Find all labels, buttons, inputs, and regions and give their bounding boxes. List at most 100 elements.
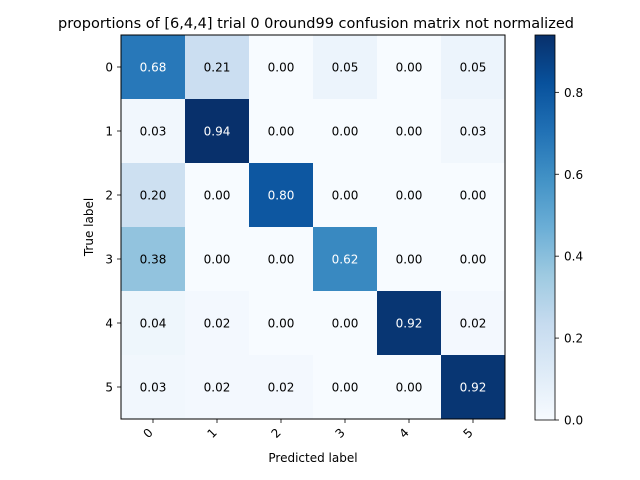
cell-value-label: 0.05 (332, 61, 359, 75)
y-tick-label: 5 (105, 381, 113, 395)
cell-value-label: 0.00 (396, 61, 423, 75)
x-tick-label: 4 (397, 426, 412, 441)
heatmap-cell (249, 163, 313, 227)
x-axis-ticks: 0 1 2 3 4 5 (141, 419, 476, 441)
heatmap-cell (249, 355, 313, 419)
y-axis-label: True label (82, 198, 96, 257)
heatmap-cell (249, 291, 313, 355)
colorbar-tick-label: 0.0 (564, 414, 583, 428)
y-axis-ticks: 0 1 2 3 4 5 (105, 61, 121, 395)
colorbar-gradient (534, 34, 556, 421)
heatmap-cell (121, 163, 185, 227)
heatmap-cell (377, 227, 441, 291)
cell-value-label: 0.92 (396, 317, 423, 331)
heatmap-cell (185, 99, 249, 163)
heatmap-cell (377, 99, 441, 163)
cell-value-label: 0.62 (332, 253, 359, 267)
heatmap-cell (441, 35, 505, 99)
cell-value-label: 0.00 (332, 317, 359, 331)
chart-title: proportions of [6,4,4] trial 0 0round99 … (58, 16, 574, 32)
x-tick-label: 3 (333, 426, 348, 441)
x-tick-label: 1 (205, 426, 220, 441)
colorbar-tick-label: 0.6 (564, 168, 583, 182)
heatmap-cell (441, 163, 505, 227)
heatmap-cell (313, 355, 377, 419)
cell-value-label: 0.02 (204, 381, 231, 395)
cell-value-label: 0.02 (268, 381, 295, 395)
cell-value-label: 0.92 (460, 381, 487, 395)
plot-frame (120, 34, 506, 420)
cell-value-label: 0.00 (332, 125, 359, 139)
y-tick-label: 0 (105, 61, 113, 75)
heatmap-cells (121, 35, 505, 419)
x-tick-label: 5 (461, 426, 476, 441)
heatmap-cell (377, 163, 441, 227)
heatmap-cell (377, 35, 441, 99)
cell-value-label: 0.04 (140, 317, 167, 331)
cell-value-label: 0.00 (396, 189, 423, 203)
colorbar: 0.0 0.2 0.4 0.6 0.8 (534, 34, 583, 428)
y-tick-label: 2 (105, 189, 113, 203)
cell-value-label: 0.00 (396, 125, 423, 139)
colorbar-tick-label: 0.4 (564, 250, 583, 264)
cell-value-label: 0.02 (204, 317, 231, 331)
y-tick-label: 1 (105, 125, 113, 139)
cell-value-label: 0.38 (140, 253, 167, 267)
y-tick-label: 4 (105, 317, 113, 331)
colorbar-tick-label: 0.8 (564, 86, 583, 100)
heatmap-cell (377, 355, 441, 419)
cell-value-label: 0.00 (460, 253, 487, 267)
cell-value-label: 0.00 (332, 189, 359, 203)
cell-value-label: 0.00 (268, 125, 295, 139)
cell-value-label: 0.03 (460, 125, 487, 139)
heatmap-cell (249, 99, 313, 163)
cell-value-label: 0.03 (140, 125, 167, 139)
heatmap-cell (441, 291, 505, 355)
heatmap-cell (121, 355, 185, 419)
colorbar-ticks: 0.0 0.2 0.4 0.6 0.8 (555, 86, 583, 428)
heatmap-cell-labels: 0.68 0.21 0.00 0.05 0.00 0.05 0.03 0.94 0.00 0.00… (140, 61, 487, 395)
cell-value-label: 0.00 (460, 189, 487, 203)
cell-value-label: 0.05 (460, 61, 487, 75)
heatmap-cell (185, 355, 249, 419)
heatmap-cell (313, 227, 377, 291)
colorbar-tick-label: 0.2 (564, 332, 583, 346)
cell-value-label: 0.20 (140, 189, 167, 203)
heatmap-cell (121, 99, 185, 163)
cell-value-label: 0.00 (396, 381, 423, 395)
cell-value-label: 0.00 (268, 317, 295, 331)
cell-value-label: 0.00 (396, 253, 423, 267)
cell-value-label: 0.00 (332, 381, 359, 395)
heatmap-cell (185, 291, 249, 355)
heatmap-cell (441, 227, 505, 291)
cell-value-label: 0.68 (140, 61, 167, 75)
x-axis-label: Predicted label (268, 451, 357, 465)
cell-value-label: 0.94 (204, 125, 231, 139)
heatmap-cell (377, 291, 441, 355)
heatmap-cell (121, 227, 185, 291)
heatmap-cell (313, 163, 377, 227)
heatmap-cell (185, 35, 249, 99)
heatmap-cell (313, 291, 377, 355)
cell-value-label: 0.02 (460, 317, 487, 331)
heatmap-cell (441, 99, 505, 163)
heatmap-cell (249, 227, 313, 291)
cell-value-label: 0.00 (204, 189, 231, 203)
cell-value-label: 0.80 (268, 189, 295, 203)
x-tick-label: 0 (141, 426, 156, 441)
heatmap-cell (185, 163, 249, 227)
cell-value-label: 0.00 (204, 253, 231, 267)
cell-value-label: 0.00 (268, 61, 295, 75)
x-tick-label: 2 (269, 426, 284, 441)
y-tick-label: 3 (105, 253, 113, 267)
heatmap-cell (313, 35, 377, 99)
heatmap-cell (185, 227, 249, 291)
heatmap-cell (249, 35, 313, 99)
heatmap-cell (313, 99, 377, 163)
heatmap-cell (121, 35, 185, 99)
cell-value-label: 0.00 (268, 253, 295, 267)
cell-value-label: 0.03 (140, 381, 167, 395)
heatmap-cell (441, 355, 505, 419)
cell-value-label: 0.21 (204, 61, 231, 75)
